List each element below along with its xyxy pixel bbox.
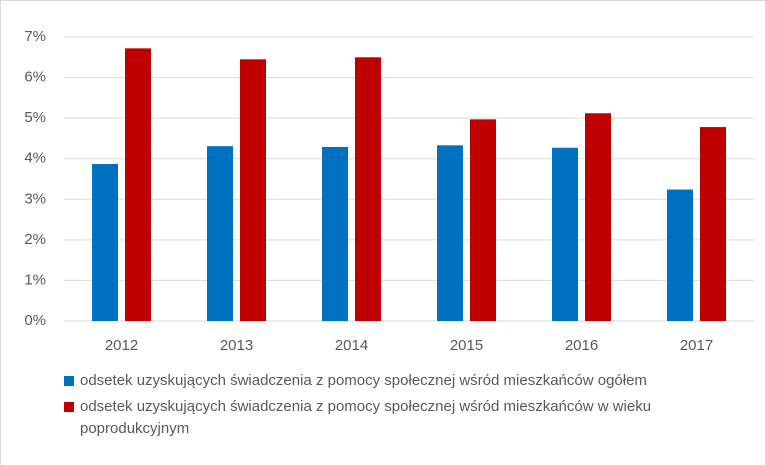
bar	[240, 59, 266, 322]
legend-entry: odsetek uzyskujących świadczenia z pomoc…	[64, 370, 754, 392]
y-tick-label: 2%	[24, 231, 46, 248]
bar	[700, 127, 726, 321]
legend-swatch	[64, 402, 74, 412]
bar	[470, 119, 496, 321]
legend-label: odsetek uzyskujących świadczenia z pomoc…	[80, 398, 652, 437]
bar	[355, 57, 381, 322]
bar	[92, 163, 118, 321]
y-tick-label: 1%	[24, 271, 46, 288]
bar	[552, 147, 578, 321]
x-tick-label: 2014	[335, 337, 368, 354]
bar	[207, 146, 233, 321]
x-tick-label: 2016	[565, 337, 598, 354]
legend: odsetek uzyskujących świadczenia z pomoc…	[64, 370, 754, 444]
legend-swatch	[64, 376, 74, 386]
bar	[125, 48, 151, 322]
x-tick-label: 2017	[680, 337, 713, 354]
bar	[585, 113, 611, 321]
bar	[437, 145, 463, 321]
y-tick-label: 7%	[24, 28, 46, 45]
x-tick-label: 2013	[220, 337, 253, 354]
y-tick-label: 4%	[24, 150, 46, 167]
y-tick-label: 5%	[24, 109, 46, 126]
legend-entry: odsetek uzyskujących świadczenia z pomoc…	[64, 396, 754, 440]
x-tick-label: 2012	[105, 337, 138, 354]
bar	[667, 189, 693, 321]
legend-label: odsetek uzyskujących świadczenia z pomoc…	[80, 372, 647, 389]
bar	[322, 146, 348, 321]
y-tick-label: 0%	[24, 312, 46, 329]
x-tick-label: 2015	[450, 337, 483, 354]
y-tick-label: 3%	[24, 190, 46, 207]
y-tick-label: 6%	[24, 69, 46, 86]
